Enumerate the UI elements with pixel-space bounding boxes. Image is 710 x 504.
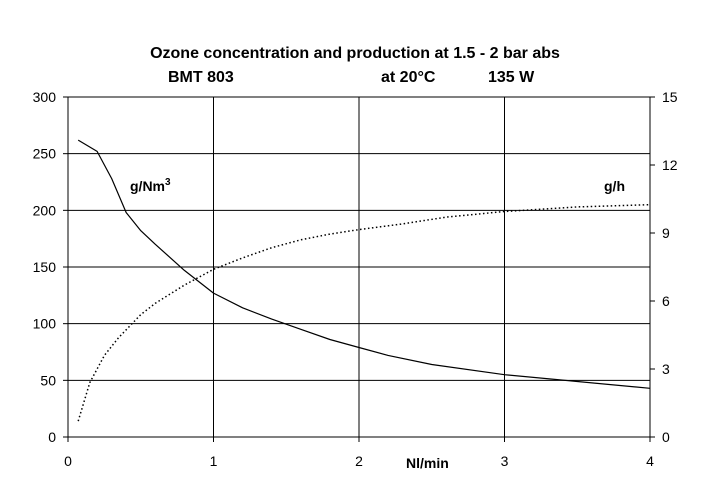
axes [63,96,655,442]
left-axis-tick-label: 300 [33,89,57,105]
data-series [77,139,651,422]
chart-title-model: BMT 803 [168,69,234,86]
left-axis-tick-label: 250 [33,146,57,162]
right-axis-tick-label: 15 [662,89,678,105]
left-axis-unit-label: g/Nm3 [130,177,171,194]
production-gh-line [77,203,651,422]
right-axis-unit-label: g/h [604,178,625,194]
concentration-gnm3-line [77,139,651,389]
chart-title-temperature: at 20°C [381,69,436,86]
x-axis-tick-label: 1 [210,453,218,469]
left-axis-tick-label: 0 [48,429,56,445]
left-axis-tick-label: 150 [33,259,57,275]
right-axis-tick-label: 12 [662,157,678,173]
left-axis-tick-label: 50 [40,372,56,388]
left-axis-tick-label: 200 [33,202,57,218]
right-axis-tick-label: 6 [662,293,670,309]
right-axis-tick-label: 0 [662,429,670,445]
right-axis-tick-label: 3 [662,361,670,377]
chart-title-power: 135 W [488,69,535,86]
x-axis-tick-label: 4 [646,453,654,469]
x-axis-tick-label: 0 [64,453,72,469]
chart-title-line1: Ozone concentration and production at 1.… [150,45,560,62]
left-axis-tick-label: 100 [33,316,57,332]
grid-lines [68,96,650,437]
x-axis-label: Nl/min [406,455,449,471]
right-axis-tick-label: 9 [662,225,670,241]
x-axis-tick-label: 3 [501,453,509,469]
x-axis-tick-label: 2 [355,453,363,469]
